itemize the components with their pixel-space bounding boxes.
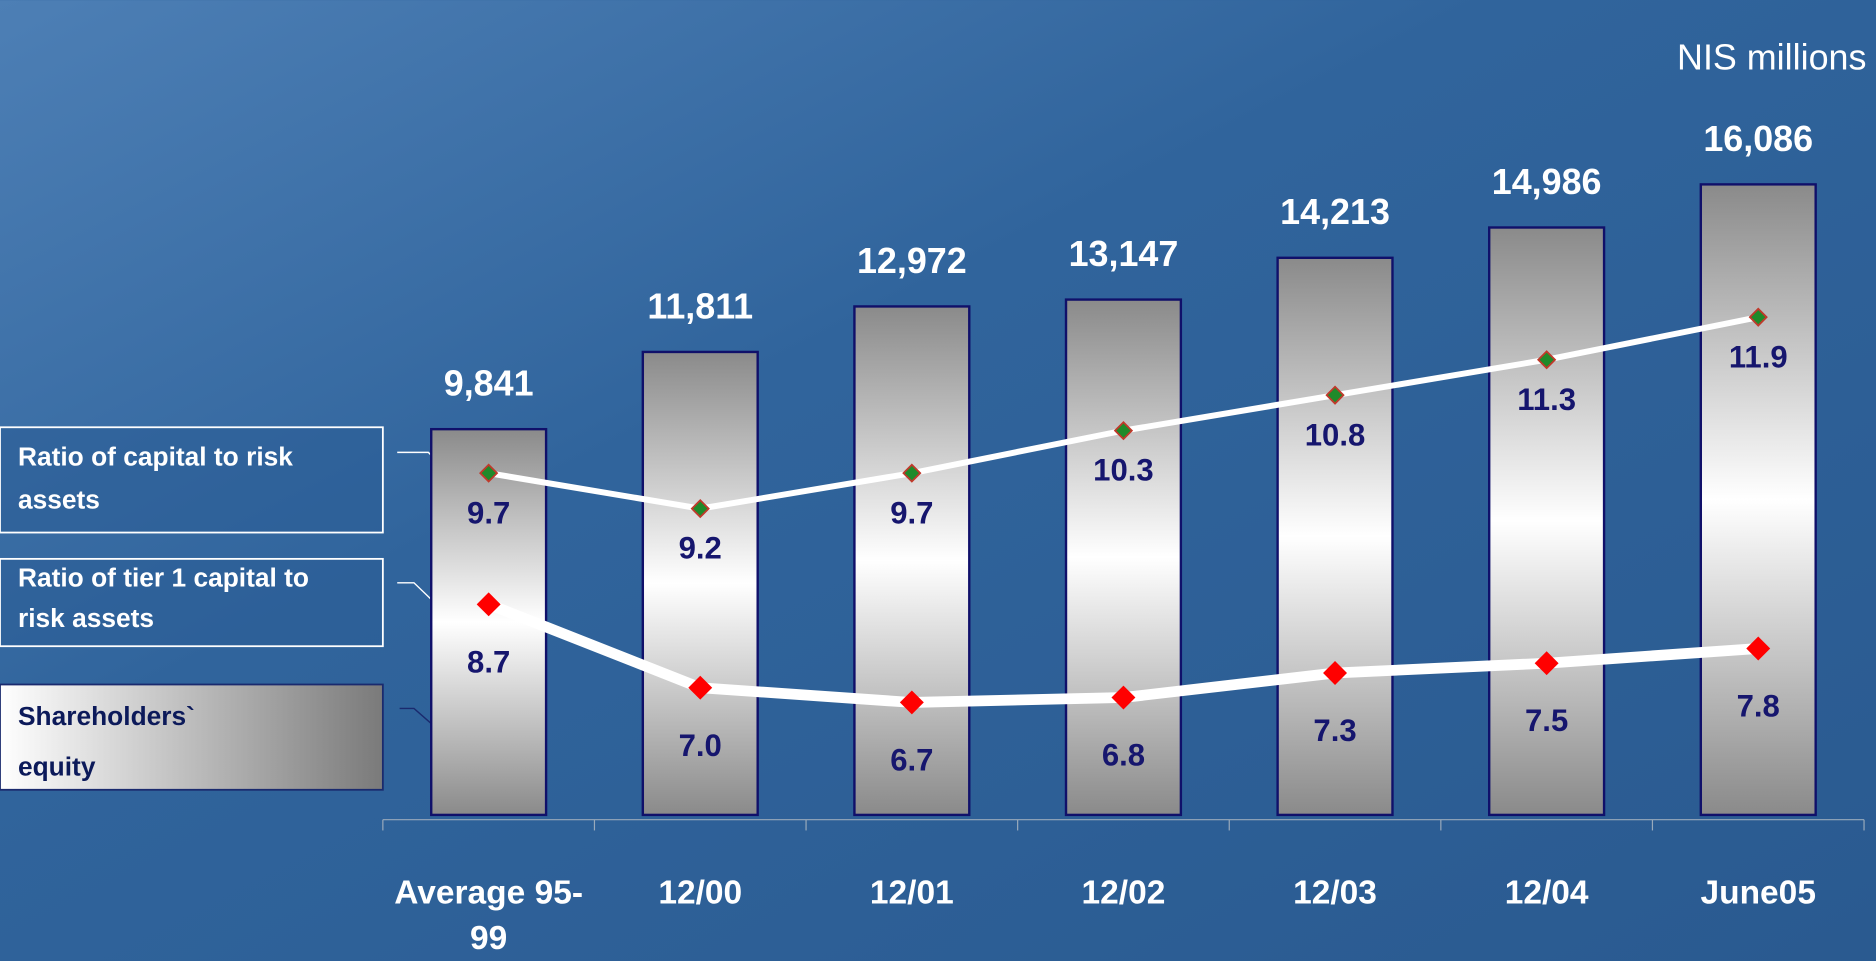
line-value-label: 7.8	[1737, 689, 1780, 724]
x-tick: 12/01	[869, 873, 954, 911]
bar	[1699, 183, 1817, 817]
x-tick: 12/00	[658, 873, 743, 911]
x-tick-label: 12/01	[869, 873, 954, 911]
bar-value-label: 16,086	[1703, 119, 1813, 159]
line-value-label: 6.8	[1102, 738, 1145, 773]
legend-box	[0, 683, 384, 791]
x-tick-label: 12/04	[1504, 873, 1589, 911]
line-value-label: 9.7	[890, 495, 933, 530]
bar	[641, 350, 759, 817]
line-value-label: 8.7	[467, 644, 510, 679]
line-value-label: 9.2	[679, 531, 722, 566]
legend-entry: Ratio of capital to risk assets	[17, 441, 293, 515]
legend-label: Ratio of capital to risk assets	[17, 441, 293, 515]
legend-box	[0, 557, 384, 648]
legend-entry: Ratio of tier 1 capital to risk assets	[17, 562, 309, 634]
x-tick-label: 12/00	[658, 873, 743, 911]
legend-label: Shareholders` equity	[17, 701, 195, 782]
legend-label: Ratio of tier 1 capital to risk assets	[17, 562, 309, 634]
marker	[479, 463, 499, 483]
x-tick-label: 12/02	[1081, 873, 1166, 911]
x-tick: 12/03	[1293, 873, 1377, 911]
x-tick: 12/04	[1504, 873, 1589, 911]
line-value-label: 7.0	[679, 728, 722, 763]
line-value-label: 6.7	[890, 742, 933, 777]
x-tick-label: Average 95-99	[394, 873, 583, 957]
bar-value-label: 13,147	[1069, 234, 1179, 274]
line-value-label: 7.3	[1313, 713, 1356, 748]
marker	[1534, 651, 1559, 676]
marker	[690, 498, 710, 519]
marker	[1536, 350, 1557, 370]
marker	[1113, 420, 1134, 441]
marker	[1111, 685, 1136, 710]
x-tick: June05	[1700, 873, 1816, 911]
marker	[1325, 385, 1345, 405]
x-tick: Average 95-99	[394, 873, 583, 957]
bar	[853, 305, 971, 817]
bar-value-label: 14,986	[1492, 162, 1602, 202]
legend-box	[0, 426, 384, 534]
marker	[476, 592, 501, 617]
x-tick-label: June05	[1700, 873, 1816, 911]
line-value-label: 10.3	[1093, 453, 1154, 488]
bar-value-label: 14,213	[1280, 192, 1390, 232]
bar-value-label: 12,972	[857, 241, 967, 281]
bar	[1064, 298, 1183, 817]
line-value-label: 7.5	[1525, 703, 1568, 738]
line-value-label: 11.9	[1729, 339, 1788, 374]
x-tick: 12/02	[1081, 873, 1166, 911]
marker	[899, 690, 924, 715]
line-value-label: 10.8	[1305, 417, 1366, 452]
legend-entry: Shareholders` equity	[17, 701, 195, 782]
line-value-label: 11.3	[1517, 382, 1576, 417]
marker	[1746, 636, 1771, 661]
bar	[1276, 256, 1394, 817]
bar	[1488, 226, 1606, 817]
bar-value-label: 11,811	[647, 286, 753, 326]
legend-connector	[399, 707, 434, 726]
line-value-label: 9.7	[467, 495, 510, 530]
bar-value-label: 9,841	[444, 364, 534, 404]
marker	[902, 463, 922, 483]
unit-label: NIS millions	[1677, 37, 1866, 77]
marker	[1748, 307, 1768, 327]
x-tick-label: 12/03	[1293, 873, 1377, 911]
